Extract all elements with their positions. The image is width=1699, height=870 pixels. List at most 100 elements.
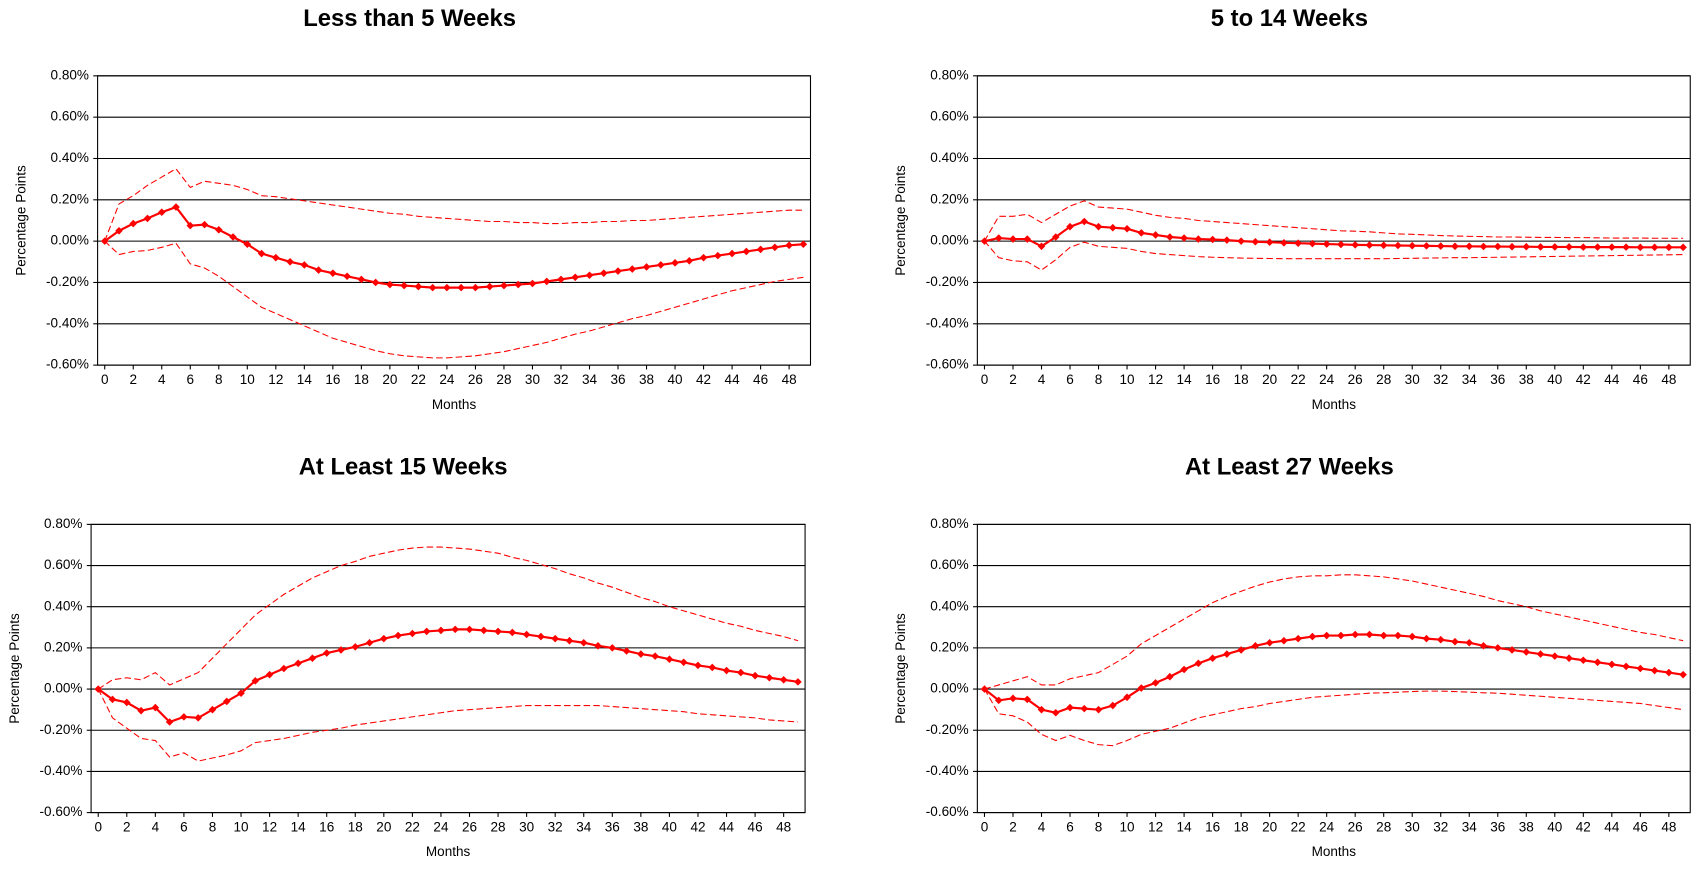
data-point xyxy=(994,234,1003,242)
x-tick-label: 0 xyxy=(94,819,102,834)
x-tick-label: 32 xyxy=(1433,372,1448,387)
data-point xyxy=(1151,231,1160,239)
data-point xyxy=(1037,242,1046,251)
x-tick-label: 14 xyxy=(1177,372,1193,387)
data-point xyxy=(1379,631,1388,640)
data-point xyxy=(194,714,202,722)
x-tick-label: 36 xyxy=(1490,372,1505,387)
series-line xyxy=(97,546,799,690)
data-point xyxy=(1479,242,1488,251)
y-tick-label: 0.40% xyxy=(930,150,968,165)
y-tick-label: -0.20% xyxy=(926,722,969,737)
data-point xyxy=(123,698,131,707)
x-axis-label: Months xyxy=(1312,844,1357,859)
data-point xyxy=(665,655,674,664)
series-line xyxy=(984,688,1684,747)
y-tick-label: -0.60% xyxy=(926,804,969,819)
data-point xyxy=(594,642,602,650)
y-tick-label: 0.20% xyxy=(44,639,82,654)
data-point xyxy=(1493,644,1502,652)
data-point xyxy=(785,241,793,250)
data-point xyxy=(579,638,588,647)
x-tick-label: 10 xyxy=(240,372,255,387)
data-point xyxy=(300,261,309,269)
data-point xyxy=(651,652,659,660)
x-axis-label: Months xyxy=(432,397,477,412)
x-tick-label: 20 xyxy=(382,372,397,387)
y-tick-label: 0.80% xyxy=(930,516,968,531)
data-point xyxy=(994,696,1003,705)
x-tick-label: 28 xyxy=(1376,372,1391,387)
x-tick-label: 16 xyxy=(325,372,340,387)
data-point xyxy=(257,249,266,258)
x-tick-label: 8 xyxy=(1095,372,1103,387)
x-tick-label: 16 xyxy=(1205,372,1220,387)
x-tick-label: 12 xyxy=(1148,819,1163,834)
x-tick-label: 38 xyxy=(639,372,654,387)
data-point xyxy=(1508,242,1516,251)
data-point xyxy=(608,644,617,652)
y-axis-label: Percentage Points xyxy=(7,613,22,724)
x-tick-label: 40 xyxy=(1547,819,1562,834)
x-tick-label: 14 xyxy=(297,372,313,387)
y-tick-label: 0.40% xyxy=(44,598,82,613)
y-tick-label: 0.00% xyxy=(930,681,968,696)
x-tick-label: 4 xyxy=(152,819,160,834)
y-tick-label: 0.40% xyxy=(51,150,89,165)
data-point xyxy=(1137,229,1146,237)
data-point xyxy=(1408,632,1417,641)
y-tick-label: 0.80% xyxy=(930,67,968,82)
x-tick-label: 2 xyxy=(123,819,131,834)
x-tick-label: 24 xyxy=(1319,372,1335,387)
y-tick-label: -0.20% xyxy=(926,274,969,289)
data-point xyxy=(799,240,808,249)
x-tick-label: 8 xyxy=(1095,819,1103,834)
x-tick-label: 38 xyxy=(633,819,648,834)
y-tick-label: 0.00% xyxy=(51,233,89,248)
x-tick-label: 22 xyxy=(411,372,426,387)
x-tick-label: 18 xyxy=(354,372,369,387)
y-tick-label: 0.40% xyxy=(930,598,968,613)
x-tick-label: 44 xyxy=(719,819,735,834)
data-point xyxy=(1180,234,1188,242)
x-tick-label: 44 xyxy=(725,372,741,387)
data-point xyxy=(157,208,166,217)
chart-title: At Least 27 Weeks xyxy=(1185,453,1394,480)
data-point xyxy=(408,629,417,638)
data-point xyxy=(1508,646,1516,654)
data-point xyxy=(637,650,645,658)
x-tick-label: 48 xyxy=(776,819,791,834)
data-point xyxy=(386,280,394,289)
data-point xyxy=(1051,233,1060,241)
data-point xyxy=(443,283,451,292)
x-tick-label: 40 xyxy=(668,372,683,387)
x-tick-label: 20 xyxy=(1262,819,1277,834)
x-tick-label: 36 xyxy=(1490,819,1505,834)
data-point xyxy=(494,627,502,636)
x-tick-label: 4 xyxy=(158,372,166,387)
x-tick-label: 48 xyxy=(1661,372,1676,387)
data-point xyxy=(1608,660,1616,669)
data-point xyxy=(679,658,688,667)
data-point xyxy=(1137,684,1146,692)
data-point xyxy=(222,697,231,706)
data-point xyxy=(599,269,608,277)
y-tick-label: -0.20% xyxy=(40,722,83,737)
data-point xyxy=(1223,650,1231,658)
x-tick-label: 34 xyxy=(1462,372,1478,387)
data-point xyxy=(437,626,445,635)
data-point xyxy=(1351,630,1359,639)
y-tick-label: 0.60% xyxy=(44,557,82,572)
y-tick-label: 0.80% xyxy=(44,516,82,531)
x-tick-label: 2 xyxy=(129,372,137,387)
data-point xyxy=(1237,646,1245,654)
x-tick-label: 18 xyxy=(1234,372,1249,387)
x-tick-label: 6 xyxy=(1066,819,1074,834)
data-point xyxy=(357,275,366,284)
data-point xyxy=(1394,241,1402,250)
x-tick-label: 46 xyxy=(748,819,763,834)
data-point xyxy=(1009,694,1017,703)
data-point xyxy=(500,281,508,290)
x-tick-label: 42 xyxy=(1576,372,1591,387)
y-tick-label: 0.20% xyxy=(51,191,89,206)
